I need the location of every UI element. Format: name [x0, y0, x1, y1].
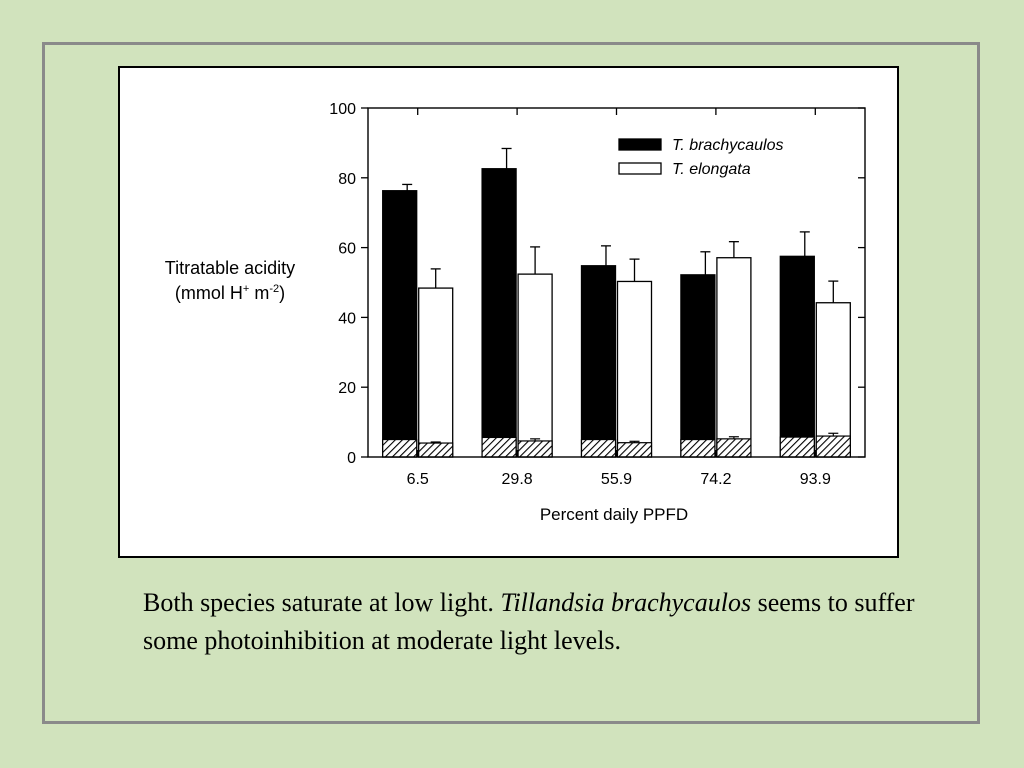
y-tick-label: 60: [338, 241, 356, 258]
y-axis-label-line1: Titratable acidity: [164, 258, 296, 278]
x-axis-label: Percent daily PPFD: [540, 505, 688, 524]
bar-brachycaulos: [779, 255, 815, 458]
x-tick-label: 55.9: [601, 471, 632, 488]
y-tick-label: 40: [338, 310, 356, 327]
x-tick-label: 6.5: [407, 471, 429, 488]
baseline-bar: [580, 438, 617, 458]
baseline-bar: [481, 436, 517, 458]
x-tick-label: 93.9: [800, 471, 831, 488]
slide-frame: [42, 42, 980, 724]
baseline-bar: [616, 442, 653, 458]
baseline-bar: [517, 440, 553, 458]
baseline-bar: [418, 442, 454, 458]
legend-swatch-elongata: [618, 162, 662, 175]
baseline-bar: [779, 436, 815, 458]
bar-brachycaulos: [382, 190, 418, 458]
y-axis-label-line2: (mmol H+ m-2): [140, 283, 320, 304]
baseline-bar: [382, 438, 418, 458]
bar-elongata: [418, 287, 454, 458]
bar-brachycaulos: [481, 168, 517, 458]
bar-brachycaulos: [680, 274, 716, 458]
x-tick-label: 29.8: [502, 471, 533, 488]
y-tick-label: 100: [329, 101, 356, 118]
y-tick-label: 20: [338, 380, 356, 397]
legend-label-elongata: T. elongata: [672, 161, 751, 178]
y-label-mid: m: [249, 283, 270, 303]
bar-elongata: [517, 273, 553, 458]
y-label-close: ): [279, 283, 286, 303]
bars-layer: [382, 147, 851, 458]
y-label-open: (mmol H: [174, 283, 243, 303]
x-tick-label: 74.2: [700, 471, 731, 488]
axes-layer: 0 20 40 60 80 100 6.5 29.8 55.9 74.2 93.9: [329, 101, 865, 488]
caption-italic-1: Tillandsia: [500, 588, 605, 617]
caption-italic-2: brachycaulos: [610, 588, 752, 617]
baseline-bar: [680, 438, 716, 458]
caption-text-1: Both species saturate at low light.: [143, 588, 501, 617]
baseline-bar: [716, 438, 752, 458]
y-tick-label: 0: [347, 450, 356, 467]
y-label-sup-minus2: -2: [269, 283, 280, 295]
legend-swatch-brachycaulos: [618, 138, 662, 151]
bar-elongata: [716, 257, 752, 458]
bar-elongata: [616, 280, 653, 458]
baseline-bar: [815, 435, 851, 458]
caption-text-2: seems to suffer some photoinhibition at …: [143, 588, 915, 655]
legend-label-brachycaulos: T. brachycaulos: [672, 137, 783, 154]
y-label-sup-plus: +: [242, 283, 250, 295]
y-tick-label: 80: [338, 171, 356, 188]
bar-brachycaulos: [580, 265, 617, 458]
legend: T. brachycaulos T. elongata: [618, 137, 783, 178]
slide-caption: Both species saturate at low light. Till…: [143, 584, 923, 660]
